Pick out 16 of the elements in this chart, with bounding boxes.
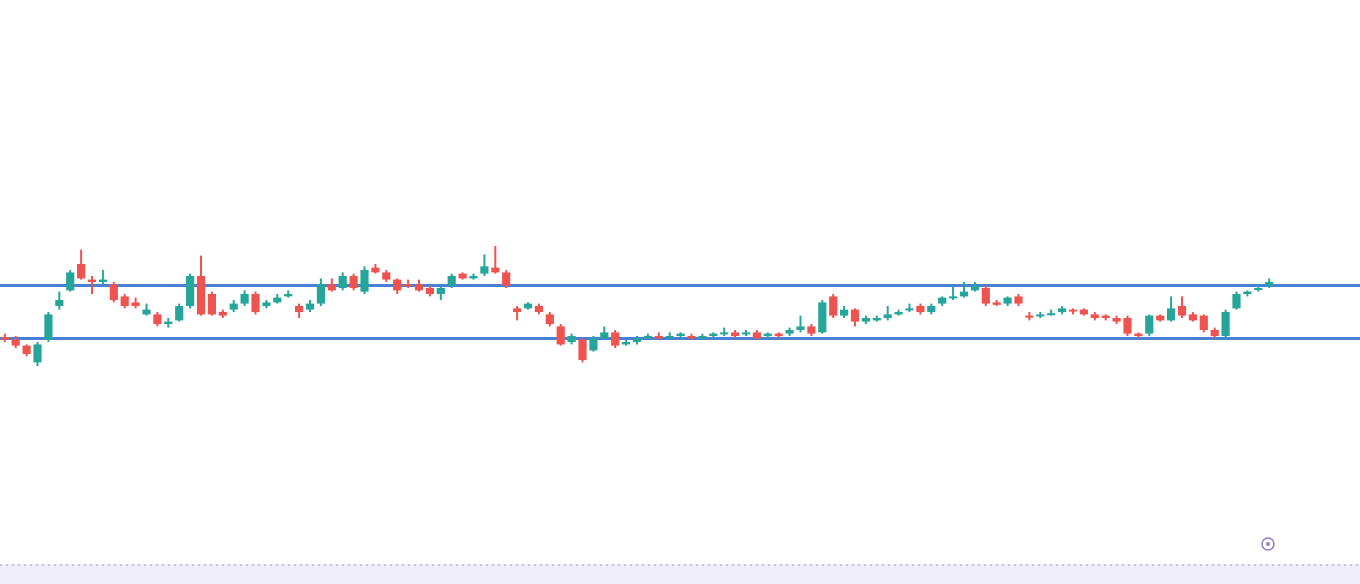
candlestick bbox=[44, 311, 53, 343]
candlestick bbox=[1145, 313, 1154, 337]
candlestick bbox=[33, 341, 42, 367]
candlestick bbox=[66, 269, 75, 293]
candlestick bbox=[360, 265, 369, 295]
candlestick bbox=[829, 293, 838, 319]
candlestick bbox=[316, 277, 325, 307]
candlestick bbox=[186, 272, 195, 310]
candlestick bbox=[77, 248, 86, 281]
candlestick bbox=[251, 290, 260, 316]
candlestick bbox=[818, 299, 827, 335]
candlestick bbox=[480, 253, 489, 277]
candlestick bbox=[578, 337, 587, 364]
candlestick bbox=[1221, 308, 1230, 340]
candlestick bbox=[556, 323, 565, 347]
candlestick bbox=[1167, 295, 1176, 323]
